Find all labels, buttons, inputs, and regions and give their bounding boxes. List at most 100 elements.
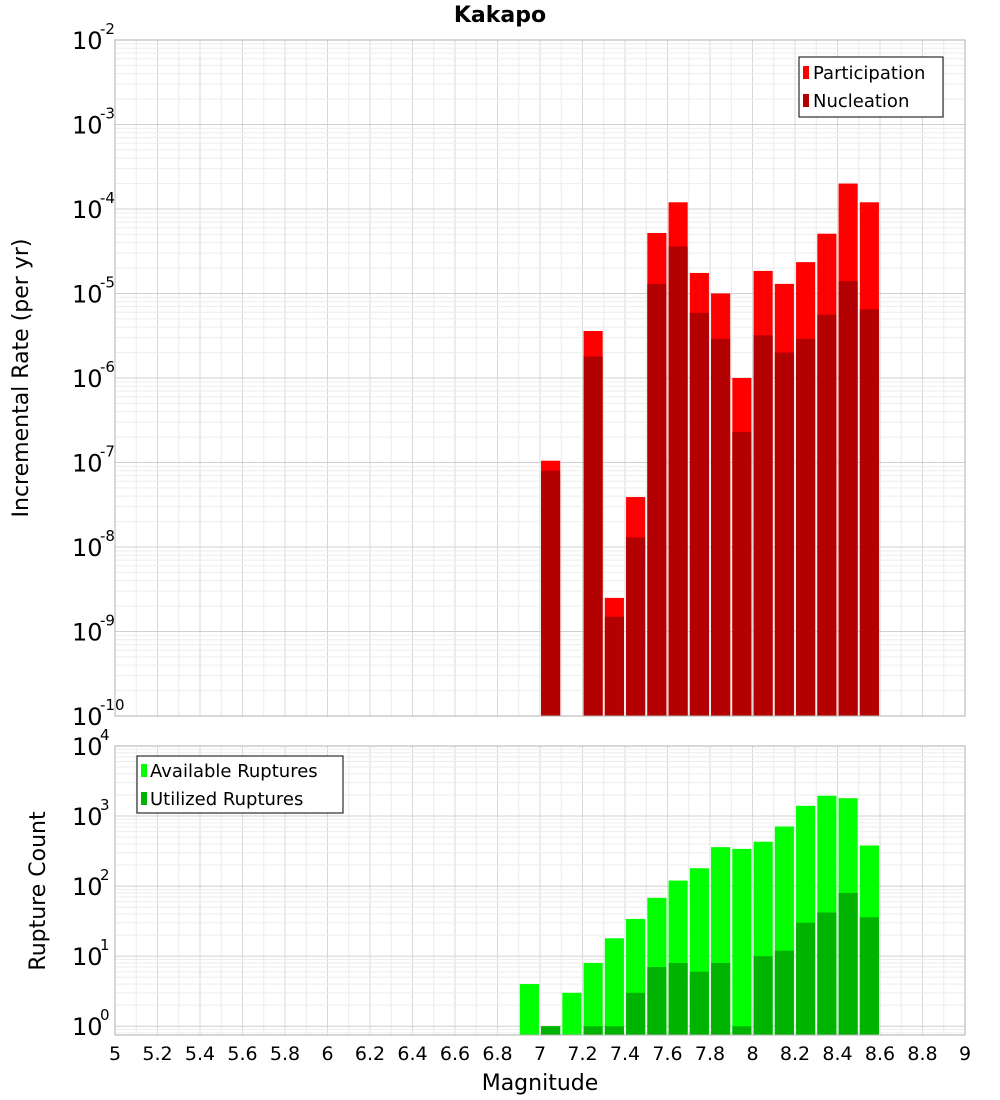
x-tick-labels: 5 5.2 5.4 5.6 5.8 6 6.2 6.4 6.6 6.8 7 7.2 7.4 7.6 7.8 8… bbox=[109, 1043, 971, 1065]
count-y-tick-exponent: 0 bbox=[100, 1006, 110, 1024]
rate-y-tick-exponent: -8 bbox=[100, 527, 115, 545]
x-tick-label: 9 bbox=[959, 1043, 971, 1065]
rate-y-tick: 10-7 bbox=[72, 443, 115, 478]
rate-y-tick-exponent: -2 bbox=[100, 20, 115, 38]
x-tick-label: 8.6 bbox=[865, 1043, 895, 1065]
rate-bar-nucleation bbox=[711, 338, 731, 716]
count-bar-utilized-ruptures bbox=[732, 1026, 752, 1035]
rate-y-tick-exponent: -4 bbox=[100, 189, 115, 207]
count-bar-utilized-ruptures bbox=[541, 1026, 561, 1035]
count-y-tick-exponent: 4 bbox=[100, 726, 110, 744]
x-tick-label: 7.4 bbox=[610, 1043, 640, 1065]
count-y-tick-base: 10 bbox=[72, 733, 103, 761]
legend-swatch-utilized bbox=[141, 792, 147, 805]
rate-y-tick-base: 10 bbox=[72, 281, 103, 309]
count-gridlines bbox=[114, 745, 966, 1035]
count-y-tick-exponent: 3 bbox=[100, 796, 110, 814]
count-bar-utilized-ruptures bbox=[604, 1026, 624, 1035]
x-tick-label: 6 bbox=[321, 1043, 333, 1065]
x-tick-label: 8.8 bbox=[907, 1043, 937, 1065]
rate-y-tick: 10-10 bbox=[72, 696, 125, 731]
count-bar-utilized-ruptures bbox=[711, 962, 731, 1035]
rate-y-tick-base: 10 bbox=[72, 27, 103, 55]
rate-y-tick-base: 10 bbox=[72, 196, 103, 224]
x-tick-label: 7.6 bbox=[652, 1043, 682, 1065]
count-bar-available-ruptures bbox=[519, 984, 539, 1035]
legend-label-available: Available Ruptures bbox=[150, 761, 318, 782]
rate-bar-nucleation bbox=[583, 356, 603, 716]
count-bars bbox=[519, 795, 879, 1035]
x-tick-label: 7.2 bbox=[567, 1043, 597, 1065]
rate-y-tick-base: 10 bbox=[72, 703, 103, 731]
rate-bar-nucleation bbox=[647, 283, 667, 716]
count-legend: Available Ruptures Utilized Ruptures bbox=[136, 755, 344, 814]
x-tick-label: 8.4 bbox=[822, 1043, 852, 1065]
count-y-tick-exponent: 2 bbox=[100, 866, 110, 884]
x-tick-label: 6.8 bbox=[482, 1043, 512, 1065]
x-tick-label: 8 bbox=[746, 1043, 758, 1065]
x-tick-label: 6.4 bbox=[397, 1043, 427, 1065]
rate-y-tick-exponent: -5 bbox=[100, 274, 115, 292]
rate-plot-border bbox=[114, 39, 966, 717]
count-bar-utilized-ruptures bbox=[689, 971, 709, 1035]
rate-y-tick-exponent: -9 bbox=[100, 612, 115, 630]
count-bar-utilized-ruptures bbox=[859, 917, 879, 1035]
rate-bar-nucleation bbox=[541, 470, 561, 716]
count-legend-box bbox=[136, 755, 344, 814]
rate-bar-nucleation bbox=[753, 335, 773, 716]
rate-y-tick-base: 10 bbox=[72, 450, 103, 478]
rate-gridlines bbox=[114, 39, 966, 717]
rate-bar-nucleation bbox=[859, 309, 879, 716]
chart-title: Kakapo bbox=[454, 3, 546, 28]
rate-y-tick-exponent: -10 bbox=[100, 696, 125, 714]
count-bar-utilized-ruptures bbox=[647, 967, 667, 1035]
count-y-tick-base: 10 bbox=[72, 943, 103, 971]
x-tick-label: 5.8 bbox=[270, 1043, 300, 1065]
count-y-tick: 100 bbox=[72, 1006, 110, 1041]
rate-bar-nucleation bbox=[604, 616, 624, 716]
rate-bar-nucleation bbox=[817, 314, 837, 716]
rate-y-tick-exponent: -6 bbox=[100, 358, 115, 376]
x-tick-label: 5.6 bbox=[227, 1043, 257, 1065]
rate-y-tick-base: 10 bbox=[72, 112, 103, 140]
x-tick-label: 6.2 bbox=[355, 1043, 385, 1065]
count-plot-border bbox=[114, 745, 966, 1036]
rate-y-tick: 10-5 bbox=[72, 274, 115, 309]
count-y-tick-base: 10 bbox=[72, 803, 103, 831]
count-bar-available-ruptures bbox=[583, 962, 603, 1035]
x-tick-label: 7.8 bbox=[695, 1043, 725, 1065]
count-y-tick-base: 10 bbox=[72, 1013, 103, 1041]
count-bar-available-ruptures bbox=[604, 938, 624, 1035]
legend-label-nucleation: Nucleation bbox=[813, 91, 909, 112]
x-tick-label: 6.6 bbox=[440, 1043, 470, 1065]
count-y-tick: 102 bbox=[72, 866, 110, 901]
rate-y-tick-exponent: -3 bbox=[100, 105, 115, 123]
count-y-tick: 104 bbox=[72, 726, 110, 761]
x-tick-label: 5.2 bbox=[142, 1043, 172, 1065]
rate-bar-nucleation bbox=[626, 537, 646, 716]
legend-label-participation: Participation bbox=[813, 63, 925, 84]
count-y-tick-exponent: 1 bbox=[100, 936, 110, 954]
rate-y-tick: 10-4 bbox=[72, 189, 115, 224]
legend-swatch-participation bbox=[803, 66, 809, 79]
count-bar-utilized-ruptures bbox=[626, 992, 646, 1035]
rate-bar-nucleation bbox=[689, 312, 709, 716]
count-y-tick: 101 bbox=[72, 936, 110, 971]
count-bar-utilized-ruptures bbox=[774, 950, 794, 1035]
count-bar-available-ruptures bbox=[732, 848, 752, 1035]
rate-y-tick-base: 10 bbox=[72, 534, 103, 562]
rate-y-tick-exponent: -7 bbox=[100, 443, 115, 461]
rate-bar-nucleation bbox=[732, 431, 752, 716]
rate-legend-box bbox=[798, 56, 944, 118]
count-y-axis-label: Rupture Count bbox=[26, 811, 51, 971]
count-bar-utilized-ruptures bbox=[796, 922, 816, 1035]
x-tick-label: 7 bbox=[534, 1043, 546, 1065]
count-bar-utilized-ruptures bbox=[753, 956, 773, 1035]
rate-y-tick: 10-8 bbox=[72, 527, 115, 562]
rate-bar-nucleation bbox=[774, 352, 794, 716]
x-tick-label: 5 bbox=[109, 1043, 121, 1065]
count-bar-utilized-ruptures bbox=[668, 962, 688, 1035]
rate-y-axis-label: Incremental Rate (per yr) bbox=[9, 239, 34, 518]
